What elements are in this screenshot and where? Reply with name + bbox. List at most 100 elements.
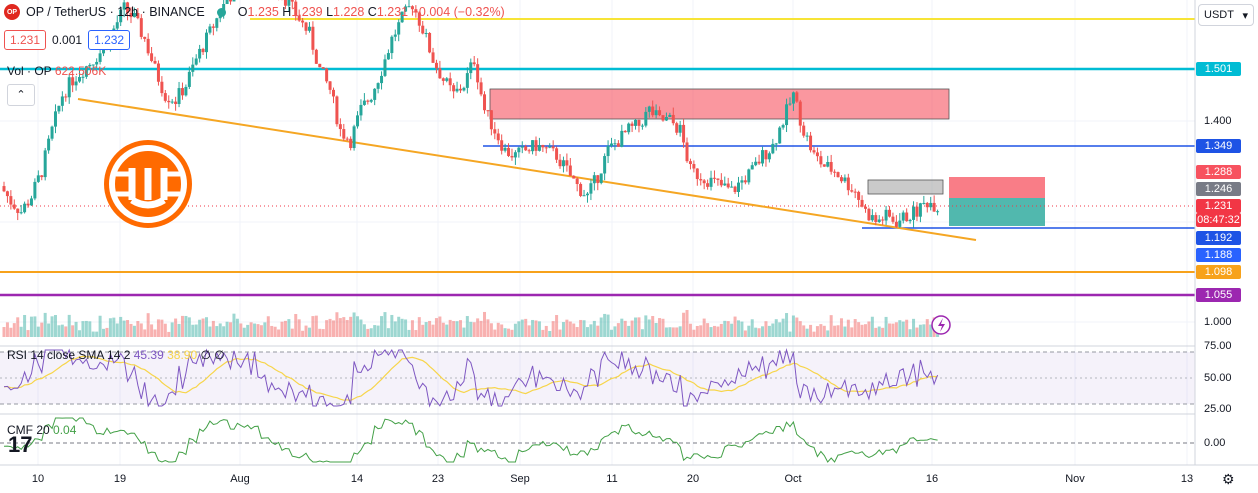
volume-bar [307, 327, 311, 337]
x-tick: 10 [31, 473, 45, 485]
volume-bar [78, 330, 82, 337]
candle-body [462, 87, 466, 91]
volume-bar [84, 320, 88, 337]
volume-bar [901, 321, 905, 337]
candle-body [455, 88, 459, 92]
sell-button[interactable]: 1.231 [4, 30, 47, 50]
rsi-legend[interactable]: RSI 14 close SMA 14 2 45.39 38.90 ∅ ∅ [7, 348, 225, 362]
volume-bar [150, 324, 154, 337]
candle-body [610, 143, 614, 146]
market-open-icon [216, 7, 226, 17]
price-change: −0.004 (−0.32%) [411, 5, 505, 19]
candle-body [143, 36, 147, 39]
candle-body [476, 64, 480, 83]
volume-bar [40, 322, 44, 337]
volume-bar [102, 328, 106, 337]
volume-bar [294, 314, 298, 337]
candle-body [421, 25, 425, 34]
volume-bar [187, 317, 191, 337]
cmf-legend[interactable]: CMF 20 0.04 [7, 423, 77, 437]
candle-body [414, 9, 418, 13]
candle-body [634, 119, 638, 126]
volume-bar [833, 325, 837, 337]
volume-bar [180, 315, 184, 337]
buy-button[interactable]: 1.232 [88, 30, 131, 50]
currency-select[interactable]: USDT ▾ [1198, 4, 1254, 26]
candle-body [410, 6, 414, 10]
volume-bar [352, 312, 356, 337]
candle-body [57, 105, 61, 112]
candle-body [802, 125, 806, 136]
volume-bar [88, 321, 92, 337]
volume-bar [373, 325, 377, 337]
short-stop-zone [949, 177, 1045, 198]
rsi-line [3, 348, 939, 408]
volume-bar [71, 325, 75, 337]
volume-bar [301, 330, 305, 337]
x-tick: 16 [925, 473, 939, 485]
candle-body [815, 152, 819, 157]
candle-body [287, 0, 291, 6]
candle-body [428, 33, 432, 53]
volume-bar [53, 315, 57, 337]
candle-body [198, 48, 202, 59]
candle-body [915, 206, 919, 217]
volume-bar [50, 316, 54, 337]
symbol-title[interactable]: OP / TetherUS · 12h · BINANCE [26, 5, 205, 19]
volume-bar [839, 318, 843, 337]
volume-bar [682, 312, 686, 337]
volume-bar [235, 318, 239, 337]
lightning-icon[interactable] [931, 315, 951, 335]
volume-bar [472, 322, 476, 337]
volume-bar [589, 324, 593, 337]
volume-bar [205, 317, 209, 337]
volume-bar [414, 330, 418, 337]
volume-bar [610, 329, 614, 337]
volume-bar [304, 325, 308, 337]
candle-body [925, 202, 929, 208]
descending-trendline[interactable] [77, 98, 977, 241]
candle-body [167, 100, 171, 103]
candle-body [805, 135, 809, 137]
candle-body [500, 140, 504, 151]
collapse-legend-button[interactable]: ⌃ [7, 84, 35, 106]
cmf-tick: 0.00 [1204, 437, 1226, 449]
candle-body [843, 177, 847, 182]
candle-body [819, 156, 823, 165]
volume-bar [630, 320, 634, 337]
volume-bar [736, 320, 740, 337]
volume-bar [246, 324, 250, 337]
candle-body [534, 140, 538, 151]
candle-body [860, 199, 864, 207]
volume-bar [29, 316, 33, 337]
volume-bar [33, 316, 37, 337]
volume-bar [119, 316, 123, 337]
candle-body [527, 150, 531, 152]
x-tick: 13 [1180, 473, 1194, 485]
gear-icon[interactable]: ⚙ [1222, 471, 1235, 487]
candle-body [795, 92, 799, 102]
volume-bar [297, 319, 301, 337]
volume-bar [520, 319, 524, 337]
volume-bar [160, 319, 164, 337]
candle-body [565, 160, 569, 166]
candle-body [383, 59, 387, 76]
volume-bar [12, 323, 16, 337]
candle-body [585, 193, 589, 196]
volume-bar [905, 319, 909, 337]
candle-body [623, 130, 627, 133]
symbol-header[interactable]: OP OP / TetherUS · 12h · BINANCE O1.235 … [4, 4, 505, 20]
candle-body [115, 22, 119, 29]
candle-body [699, 179, 703, 181]
candle-body [98, 53, 102, 62]
candle-body [201, 48, 205, 53]
volume-bar [894, 322, 898, 337]
candle-body [479, 82, 483, 95]
candle-body [338, 124, 342, 130]
candle-body [561, 160, 565, 167]
candle-body [654, 110, 658, 116]
candle-body [33, 181, 37, 199]
volume-bar [561, 322, 565, 337]
volume-bar [836, 325, 840, 337]
